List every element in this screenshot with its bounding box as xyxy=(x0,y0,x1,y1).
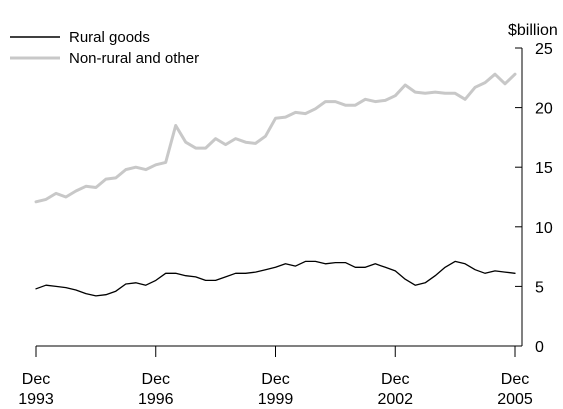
y-tick-label-5: 5 xyxy=(535,279,544,296)
x-tick-label-1996-year: 1996 xyxy=(138,391,174,408)
y-tick-label-25: 25 xyxy=(535,41,553,58)
y-axis-ticks: 0 5 10 15 20 25 xyxy=(515,41,553,356)
y-tick-label-20: 20 xyxy=(535,101,553,118)
x-tick-label-1996-month: Dec xyxy=(142,371,170,388)
x-tick-label-1999-month: Dec xyxy=(261,371,289,388)
series-lines xyxy=(34,72,517,297)
legend-label-rural: Rural goods xyxy=(69,29,150,46)
series-line-non-rural-and-other xyxy=(34,72,517,204)
y-axis-unit-label: $billion xyxy=(508,22,558,39)
x-tick-label-2005-month: Dec xyxy=(501,371,529,388)
x-axis-ticks: Dec 1993 Dec 1996 Dec 1999 Dec 2002 Dec 2005 xyxy=(18,346,533,408)
legend-label-non-rural: Non-rural and other xyxy=(69,50,199,67)
x-tick-label-1993-month: Dec xyxy=(22,371,50,388)
x-tick-label-1999-year: 1999 xyxy=(258,391,294,408)
x-tick-label-2005-year: 2005 xyxy=(497,391,533,408)
x-tick-label-1993-year: 1993 xyxy=(18,391,54,408)
x-tick-label-2002-year: 2002 xyxy=(377,391,413,408)
legend: Rural goods Non-rural and other xyxy=(10,29,199,67)
y-tick-label-0: 0 xyxy=(535,339,544,356)
x-tick-label-2002-month: Dec xyxy=(381,371,409,388)
series-line-rural-goods xyxy=(35,260,516,297)
y-tick-label-15: 15 xyxy=(535,160,553,177)
y-tick-label-10: 10 xyxy=(535,220,553,237)
